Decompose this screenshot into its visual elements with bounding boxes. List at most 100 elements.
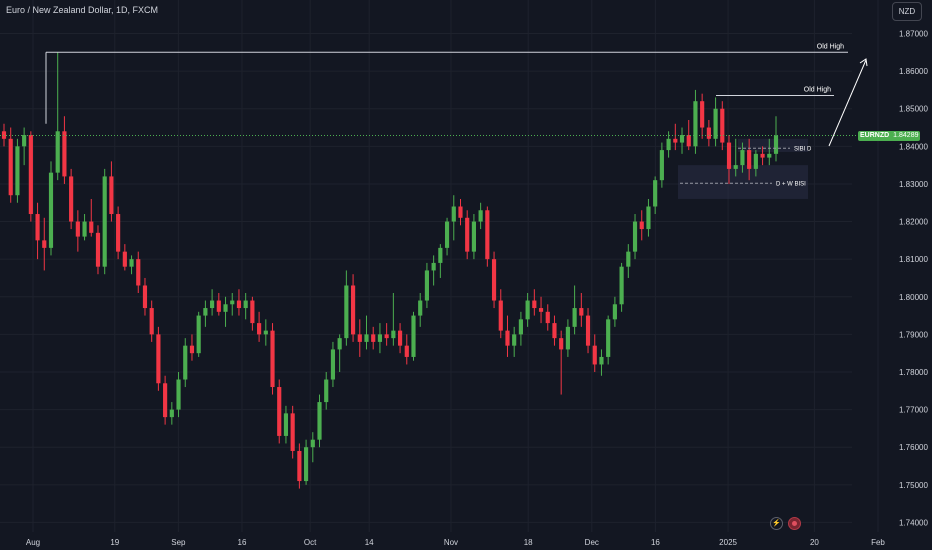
candle-body <box>324 379 329 403</box>
currency-selector[interactable]: NZD <box>892 2 922 21</box>
candle-body <box>545 311 550 324</box>
y-tick-label: 1.83000 <box>899 180 928 189</box>
candle-body <box>760 153 765 158</box>
candle-body <box>767 153 772 158</box>
candle-body <box>8 138 13 196</box>
candle-body <box>653 180 658 207</box>
candle-body <box>350 285 356 335</box>
candle-body <box>773 135 779 154</box>
candle-body <box>465 217 470 252</box>
candle-body <box>733 165 738 169</box>
candle-body <box>559 338 564 350</box>
candle-body <box>592 345 597 365</box>
y-tick-label: 1.78000 <box>899 368 928 377</box>
candle-body <box>619 266 624 305</box>
candle-body <box>418 300 423 316</box>
x-tick-label: Dec <box>585 538 599 547</box>
candle-body <box>277 387 282 436</box>
candle-body <box>666 138 671 151</box>
candle-body <box>69 176 74 222</box>
candle-body <box>411 315 416 357</box>
last-price-value: 1.84289 <box>893 132 919 139</box>
last-price-tag: EURNZD 1.84289 <box>858 131 921 141</box>
sibi-label: SIBI D <box>794 147 812 153</box>
candle-body <box>612 304 617 320</box>
lightning-icon[interactable]: ⚡ <box>770 517 783 530</box>
y-tick-label: 1.79000 <box>899 330 928 339</box>
candle-body <box>82 221 87 237</box>
y-tick-label: 1.76000 <box>899 443 928 452</box>
chart-title: Euro / New Zealand Dollar, 1D, FXCM <box>6 5 159 15</box>
candle-body <box>505 330 510 346</box>
candle-body <box>116 214 121 252</box>
candle-body <box>404 345 409 357</box>
candle-body <box>236 300 242 309</box>
candle-body <box>290 413 295 451</box>
y-tick-label: 1.82000 <box>899 218 928 227</box>
candle-body <box>384 334 389 339</box>
candle-body <box>364 334 369 342</box>
candle-body <box>485 210 490 260</box>
old-high-top-label: Old High <box>817 43 844 50</box>
candle-body <box>142 285 148 309</box>
bisi-zone <box>678 165 808 199</box>
candle-body <box>632 221 638 252</box>
x-tick-label: 14 <box>365 538 374 547</box>
candle-body <box>344 285 349 339</box>
candle-body <box>156 334 161 384</box>
candle-body <box>424 270 430 301</box>
candle-body <box>371 334 376 342</box>
candle-body <box>304 447 309 482</box>
candle-body <box>55 131 60 173</box>
candle-body <box>310 439 315 448</box>
y-tick-label: 1.80000 <box>899 293 928 302</box>
record-icon[interactable] <box>788 517 801 530</box>
candle-body <box>525 300 530 320</box>
candle-body <box>189 345 195 354</box>
candle-body <box>639 221 644 230</box>
candle-body <box>538 308 544 312</box>
candle-body <box>458 206 463 218</box>
candle-body <box>210 300 215 309</box>
candle-body <box>22 135 27 147</box>
candle-body <box>693 101 698 147</box>
candle-body <box>176 379 181 410</box>
candle-body <box>15 146 20 196</box>
candle-body <box>317 402 322 440</box>
candle-body <box>740 150 745 166</box>
candle-body <box>391 330 396 339</box>
candle-body <box>35 214 40 241</box>
candle-body <box>512 334 517 346</box>
candle-body <box>518 319 523 335</box>
candle-body <box>196 315 201 354</box>
y-tick-label: 1.86000 <box>899 67 928 76</box>
candle-body <box>532 300 537 309</box>
candle-body <box>673 138 678 143</box>
candle-body <box>646 206 651 230</box>
candle-body <box>297 450 302 482</box>
x-tick-label: 20 <box>810 538 819 547</box>
candle-body <box>330 349 336 380</box>
candle-body <box>203 308 208 316</box>
projection-arrow <box>828 59 867 147</box>
candle-body <box>753 153 758 169</box>
candle-body <box>163 383 168 418</box>
candle-body <box>109 176 114 215</box>
candle-body <box>136 259 141 286</box>
candle-body <box>263 330 268 335</box>
candle-body <box>626 251 631 267</box>
x-tick-label: Aug <box>26 538 40 547</box>
symbol-label: EURNZD <box>860 132 890 139</box>
x-tick-label: 19 <box>110 538 119 547</box>
candle-body <box>62 131 67 177</box>
candle-body <box>42 240 47 248</box>
x-tick-label: Nov <box>444 538 458 547</box>
y-tick-label: 1.85000 <box>899 105 928 114</box>
y-tick-label: 1.75000 <box>899 481 928 490</box>
candle-body <box>89 221 94 233</box>
candle-body <box>377 334 383 342</box>
candle-body <box>230 300 235 305</box>
x-tick-label: 16 <box>238 538 247 547</box>
arrow-head <box>859 58 868 67</box>
